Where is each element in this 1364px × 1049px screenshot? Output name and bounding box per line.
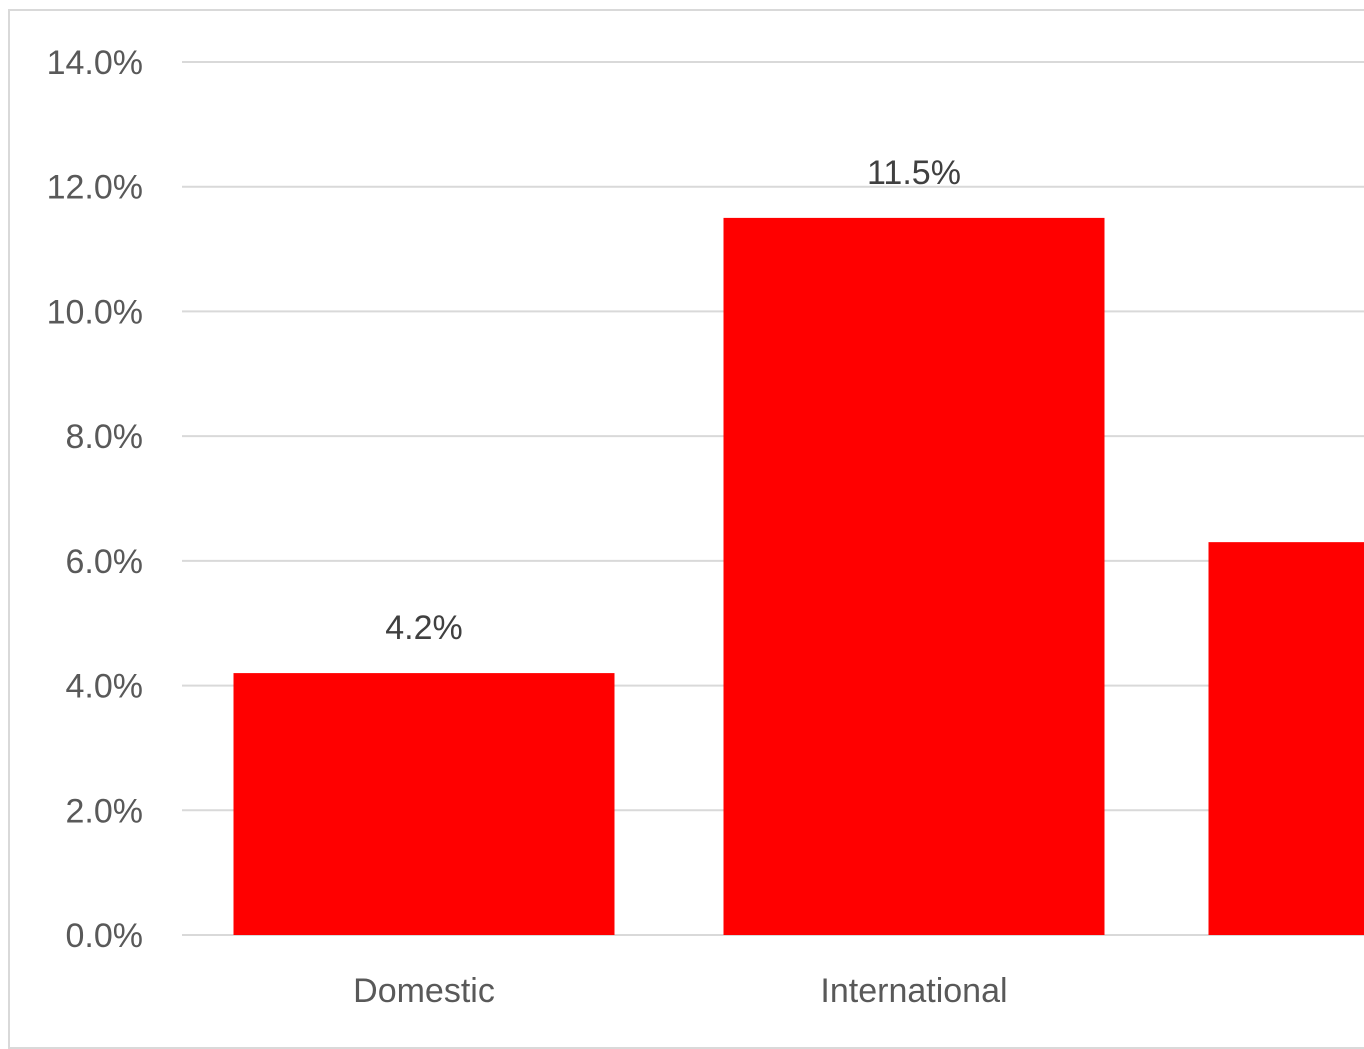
data-label: 11.5% xyxy=(867,154,961,192)
x-category-label: International xyxy=(820,972,1007,1010)
y-tick-label: 4.0% xyxy=(66,668,144,706)
y-tick-label: 14.0% xyxy=(47,44,143,82)
bars xyxy=(234,218,1364,935)
bar-international xyxy=(724,218,1105,935)
bar-t xyxy=(1209,542,1364,935)
y-tick-label: 0.0% xyxy=(66,917,144,955)
y-tick-label: 6.0% xyxy=(66,543,144,581)
x-category-label: Domestic xyxy=(353,972,495,1010)
data-label: 4.2% xyxy=(385,609,463,647)
y-tick-label: 2.0% xyxy=(66,792,144,830)
y-tick-label: 10.0% xyxy=(47,293,143,331)
y-tick-label: 8.0% xyxy=(66,418,144,456)
bar-domestic xyxy=(234,673,615,935)
y-tick-label: 12.0% xyxy=(47,169,143,207)
